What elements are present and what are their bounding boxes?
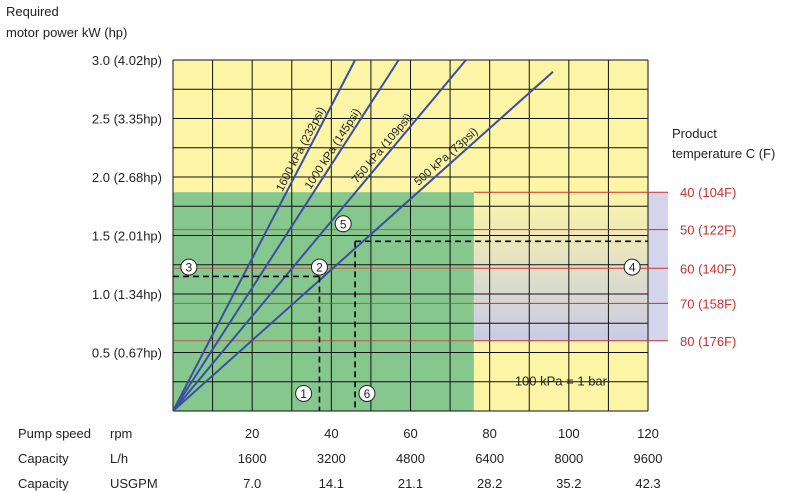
x-tick-label: 40 (324, 426, 338, 441)
x-tick-label: 21.1 (398, 476, 423, 491)
marker-circle (623, 258, 641, 276)
marker-circle (310, 258, 328, 276)
x-tick-label: 35.2 (556, 476, 581, 491)
temperature-axis-label: temperature C (F) (672, 146, 775, 161)
temperature-axis-label: Product (672, 126, 717, 141)
x-tick-label: 6400 (475, 451, 504, 466)
temperature-label: 60 (140F) (680, 261, 736, 276)
marker-label: 2 (316, 261, 323, 275)
temperature-label: 80 (176F) (680, 334, 736, 349)
marker-circle (334, 215, 352, 233)
y-axis-title: Required (6, 4, 59, 19)
x-axis-name: Capacity (18, 476, 69, 491)
y-tick-label: 0.5 (0.67hp) (92, 346, 162, 361)
x-tick-label: 9600 (634, 451, 663, 466)
marker-label: 6 (364, 387, 371, 401)
x-axis-name: Capacity (18, 451, 69, 466)
x-axis-name: Pump speed (18, 426, 91, 441)
x-tick-label: 14.1 (319, 476, 344, 491)
temperature-label: 40 (104F) (680, 185, 736, 200)
x-tick-label: 4800 (396, 451, 425, 466)
x-tick-label: 7.0 (243, 476, 261, 491)
marker-circle (295, 384, 313, 402)
marker-label: 5 (340, 217, 347, 231)
pressure-line (172, 70, 554, 412)
x-tick-label: 20 (245, 426, 259, 441)
x-axis-unit: rpm (110, 426, 132, 441)
marker-label: 1 (300, 387, 307, 401)
temperature-gradient-tab (648, 192, 668, 341)
temperature-label: 70 (158F) (680, 296, 736, 311)
temperature-gradient-band (473, 192, 648, 341)
x-tick-label: 8000 (554, 451, 583, 466)
temperature-label: 50 (122F) (680, 223, 736, 238)
marker-circle (180, 258, 198, 276)
x-tick-label: 28.2 (477, 476, 502, 491)
pressure-line (172, 59, 356, 412)
operating-region (173, 192, 474, 411)
y-tick-label: 1.5 (2.01hp) (92, 229, 162, 244)
marker-label: 3 (185, 261, 192, 275)
x-tick-label: 80 (482, 426, 496, 441)
y-axis-title: motor power kW (hp) (6, 25, 127, 40)
pressure-line (172, 59, 467, 412)
x-tick-label: 100 (558, 426, 580, 441)
x-tick-label: 42.3 (635, 476, 660, 491)
unit-annotation: 100 kPa = 1 bar (515, 373, 608, 388)
marker-circle (358, 384, 376, 402)
x-tick-label: 1600 (238, 451, 267, 466)
pressure-line (172, 59, 400, 412)
y-tick-label: 2.0 (2.68hp) (92, 170, 162, 185)
y-tick-label: 2.5 (3.35hp) (92, 112, 162, 127)
x-tick-label: 120 (637, 426, 659, 441)
x-tick-label: 3200 (317, 451, 346, 466)
x-axis-unit: USGPM (110, 476, 158, 491)
y-tick-label: 3.0 (4.02hp) (92, 53, 162, 68)
x-axis-unit: L/h (110, 451, 128, 466)
y-tick-label: 1.0 (1.34hp) (92, 287, 162, 302)
marker-label: 4 (629, 261, 636, 275)
x-tick-label: 60 (403, 426, 417, 441)
